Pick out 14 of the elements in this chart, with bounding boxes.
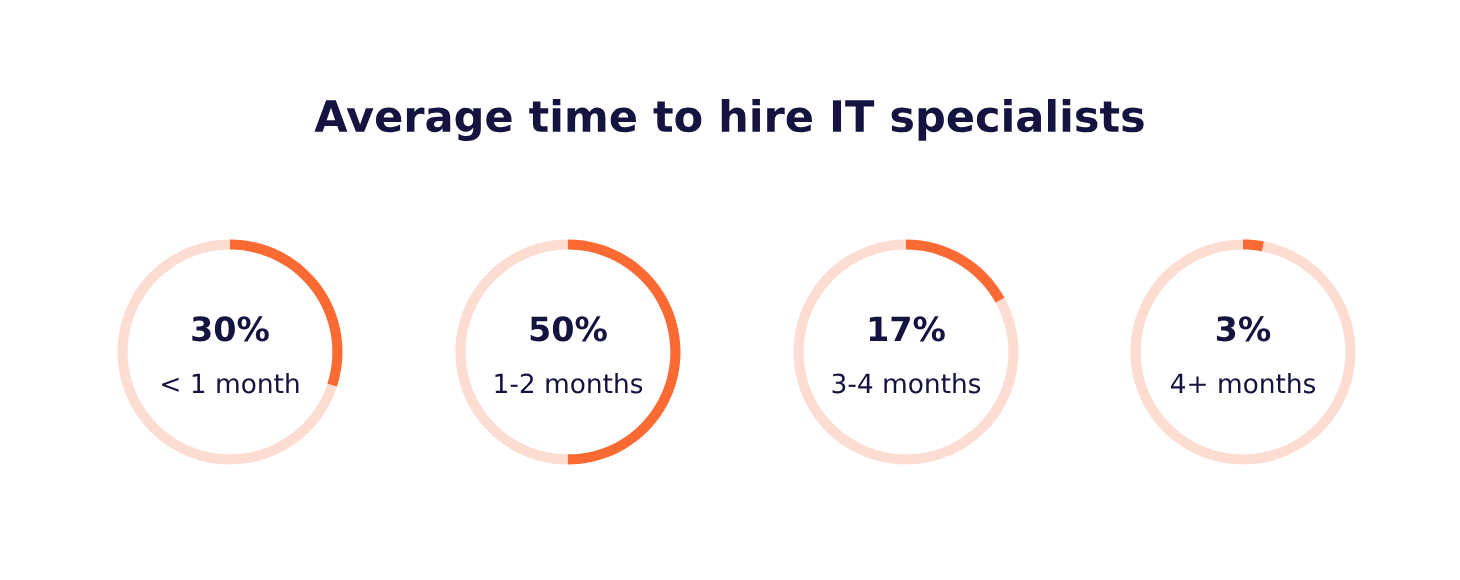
data-label: 30%	[192, 316, 269, 342]
text: 3-4 months	[832, 372, 981, 394]
donut-slice	[117, 239, 337, 465]
text: 4+ months	[1170, 372, 1316, 394]
data-label: 3%	[1216, 316, 1271, 342]
text: 1-2 months	[495, 372, 643, 394]
text: Average time to hire IT specialists	[314, 99, 1144, 141]
text: < 1 month	[162, 372, 299, 394]
donut-slice	[1130, 239, 1356, 465]
donut-slice	[793, 239, 1019, 465]
data-label: 17%	[869, 316, 945, 342]
donut-slice	[906, 239, 1005, 303]
donut-slice	[1243, 239, 1265, 252]
data-label: 50%	[530, 316, 607, 342]
